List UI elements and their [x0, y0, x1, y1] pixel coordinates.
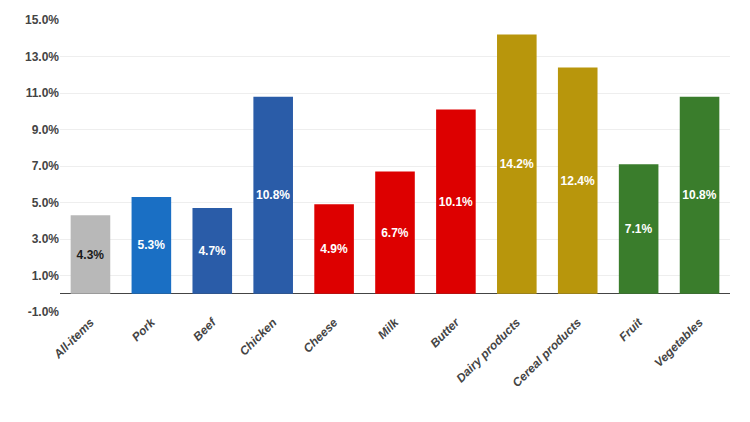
svg-text:Pork: Pork — [129, 315, 159, 345]
svg-text:Butter: Butter — [427, 315, 463, 351]
svg-text:Milk: Milk — [375, 315, 402, 342]
svg-text:7.1%: 7.1% — [625, 222, 653, 236]
svg-text:11.0%: 11.0% — [26, 86, 60, 100]
svg-text:-1.0%: -1.0% — [28, 305, 60, 319]
svg-text:All-items: All-items — [50, 315, 97, 362]
svg-text:4.9%: 4.9% — [320, 242, 348, 256]
svg-text:10.8%: 10.8% — [256, 188, 290, 202]
svg-text:Fruit: Fruit — [616, 315, 645, 344]
svg-text:Cheese: Cheese — [300, 315, 340, 355]
svg-text:4.3%: 4.3% — [77, 248, 105, 262]
svg-text:Chicken: Chicken — [237, 315, 280, 358]
svg-text:14.2%: 14.2% — [500, 157, 534, 171]
svg-text:Dairy products: Dairy products — [453, 315, 523, 385]
svg-text:Cereal products: Cereal products — [510, 315, 585, 390]
svg-text:3.0%: 3.0% — [32, 232, 60, 246]
svg-text:4.7%: 4.7% — [198, 244, 226, 258]
svg-text:13.0%: 13.0% — [25, 50, 59, 64]
svg-text:10.8%: 10.8% — [682, 188, 716, 202]
svg-text:12.4%: 12.4% — [561, 174, 595, 188]
svg-text:9.0%: 9.0% — [32, 123, 60, 137]
svg-text:7.0%: 7.0% — [32, 159, 60, 173]
svg-text:10.1%: 10.1% — [439, 195, 473, 209]
svg-text:Vegetables: Vegetables — [652, 315, 707, 370]
svg-text:5.0%: 5.0% — [32, 196, 60, 210]
svg-text:5.3%: 5.3% — [138, 238, 166, 252]
svg-text:1.0%: 1.0% — [32, 269, 60, 283]
svg-text:6.7%: 6.7% — [381, 226, 409, 240]
svg-text:Beef: Beef — [190, 315, 219, 344]
svg-text:15.0%: 15.0% — [25, 13, 59, 27]
